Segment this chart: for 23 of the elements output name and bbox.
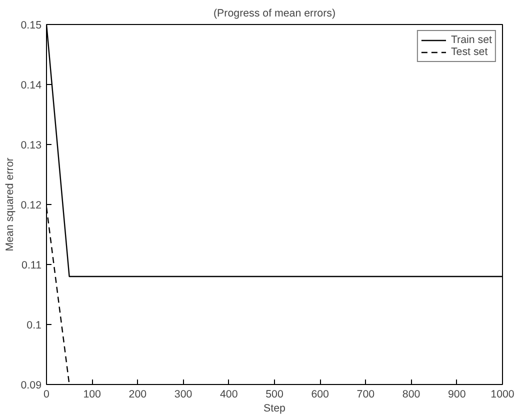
x-tick-label: 1000 — [490, 388, 514, 400]
y-tick-label: 0.12 — [20, 200, 42, 212]
x-tick-label: 600 — [311, 388, 330, 400]
y-tick-label: 0.14 — [20, 80, 42, 92]
legend-label: Train set — [450, 34, 492, 46]
y-tick-label: 0.13 — [20, 140, 42, 152]
y-axis-title: Mean squared error — [4, 157, 16, 252]
y-tick-label: 0.1 — [26, 320, 42, 332]
x-axis-title: Step — [264, 402, 286, 414]
chart-title: (Progress of mean errors) — [214, 8, 336, 20]
x-tick-label: 700 — [356, 388, 375, 400]
x-tick-label: 900 — [448, 388, 466, 400]
x-tick-label: 500 — [266, 388, 284, 400]
x-tick-label: 200 — [128, 388, 147, 400]
x-tick-label: 400 — [220, 388, 238, 400]
x-tick-label: 800 — [402, 388, 420, 400]
x-tick-label: 0 — [44, 388, 50, 400]
y-tick-label: 0.11 — [22, 260, 42, 272]
y-tick-label: 0.09 — [20, 380, 42, 392]
y-tick-label: 0.15 — [20, 20, 42, 32]
x-tick-label: 100 — [83, 388, 102, 400]
legend-label: Test set — [450, 46, 488, 58]
x-tick-label: 300 — [174, 388, 192, 400]
